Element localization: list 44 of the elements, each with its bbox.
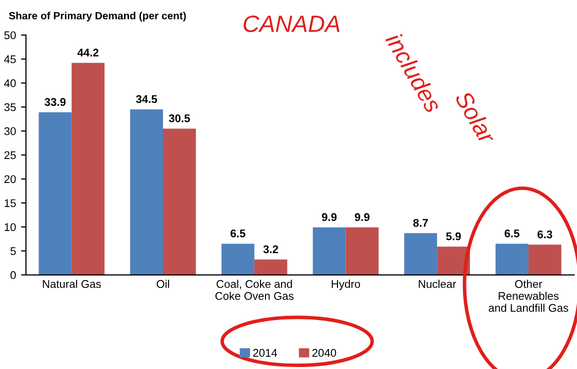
data-label: 6.5 [504, 229, 520, 238]
bar [528, 244, 562, 275]
x-tick-label: Coal, Coke and Coke Oven Gas [215, 280, 294, 300]
x-tick-label: Nuclear [418, 280, 456, 288]
x-tick-label: Other Renewables and Landfill Gas [488, 280, 568, 312]
data-label: 34.5 [136, 95, 158, 104]
bar [221, 244, 254, 275]
bar [38, 112, 72, 275]
data-label: 44.2 [77, 48, 98, 56]
y-tick-label: 10 [4, 223, 16, 232]
bar [130, 109, 163, 275]
data-label: 3.2 [263, 245, 278, 254]
y-tick-label: 40 [4, 79, 16, 88]
legend-label: 2040 [312, 348, 336, 357]
y-tick-label: 30 [4, 127, 16, 136]
x-tick-label: Oil [156, 280, 170, 288]
bar [254, 260, 288, 275]
data-label: 8.7 [413, 218, 428, 227]
data-label: 30.5 [168, 114, 190, 122]
y-tick-label: 5 [10, 247, 16, 256]
x-tick-label: Natural Gas [42, 280, 101, 288]
bar [496, 244, 528, 275]
data-label: 9.9 [322, 213, 337, 222]
legend-label: 2014 [253, 348, 278, 357]
x-tick-label: Hydro [332, 280, 360, 290]
y-tick-label: 15 [4, 199, 16, 208]
y-tick-label: 50 [4, 31, 16, 40]
bar [163, 128, 196, 275]
y-tick-label: 45 [4, 55, 16, 64]
bar [346, 227, 379, 275]
y-tick-label: 0 [10, 271, 16, 280]
bar [72, 62, 105, 275]
data-label: 9.9 [354, 213, 370, 222]
bar [312, 227, 346, 275]
text: CANADA [244, 15, 340, 32]
y-tick-label: 35 [4, 103, 16, 112]
data-label: 5.9 [446, 232, 461, 240]
bar [404, 233, 438, 275]
chart-title: Share of Primary Demand (per cent) [8, 12, 186, 22]
data-label: 6.3 [538, 230, 552, 238]
data-label: 6.5 [230, 229, 246, 238]
data-label: 33.9 [44, 98, 66, 106]
y-tick-label: 25 [4, 151, 16, 160]
y-tick-label: 20 [4, 175, 16, 184]
